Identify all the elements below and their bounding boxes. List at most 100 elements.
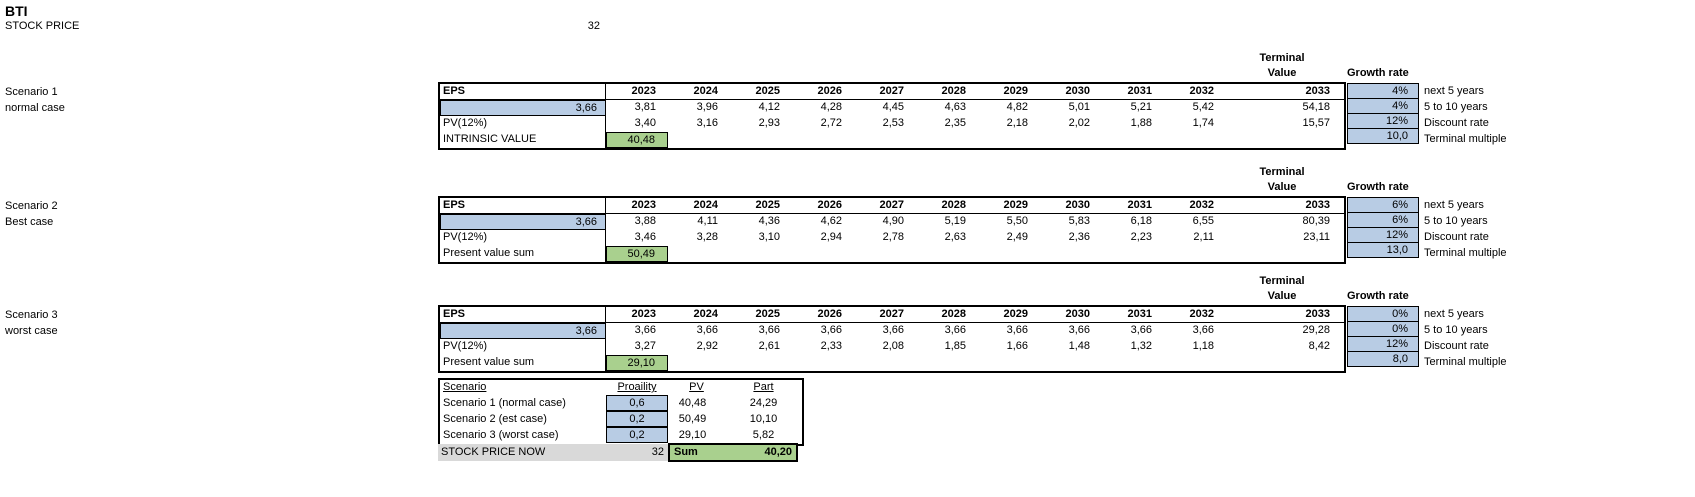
year-header-cell[interactable]: 2025 [755, 85, 780, 97]
year-header-cell[interactable]: 2029 [1003, 85, 1028, 97]
pv-value-cell[interactable]: 3,40 [634, 117, 656, 129]
pv-value-cell[interactable]: 2,92 [696, 340, 718, 352]
year-header-cell[interactable]: 2028 [941, 85, 966, 97]
year-header-cell[interactable]: 2031 [1127, 85, 1152, 97]
eps-value-cell[interactable]: 54,18 [1302, 101, 1330, 113]
eps-value-cell[interactable]: 4,63 [944, 101, 966, 113]
sum-value-cell[interactable]: 40,20 [764, 446, 792, 458]
base-eps-cell[interactable]: 3,66 [440, 323, 606, 339]
probability-cell[interactable]: 0,2 [606, 411, 668, 427]
year-header-cell[interactable]: 2025 [755, 308, 780, 320]
summary-header-part[interactable]: Part [753, 381, 774, 393]
year-header-cell[interactable]: 2029 [1003, 199, 1028, 211]
year-header-cell[interactable]: 2023 [631, 85, 656, 97]
year-header-cell[interactable]: 2031 [1127, 199, 1152, 211]
year-header-cell[interactable]: 2032 [1189, 199, 1214, 211]
growth-param-cell[interactable]: 6% [1347, 197, 1419, 213]
year-header-cell[interactable]: 2032 [1189, 85, 1214, 97]
pv-value-cell[interactable]: 2,49 [1006, 231, 1028, 243]
eps-value-cell[interactable]: 3,66 [1006, 324, 1028, 336]
pv-value-cell[interactable]: 2,53 [882, 117, 904, 129]
pv-value-cell[interactable]: 1,66 [1006, 340, 1028, 352]
eps-value-cell[interactable]: 4,11 [697, 215, 718, 227]
eps-value-cell[interactable]: 3,66 [1130, 324, 1152, 336]
eps-value-cell[interactable]: 3,66 [1192, 324, 1214, 336]
pv-value-cell[interactable]: 2,33 [820, 340, 842, 352]
pv-value-cell[interactable]: 2,35 [944, 117, 966, 129]
pv-value-cell[interactable]: 3,28 [696, 231, 718, 243]
summary-row-label[interactable]: Scenario 2 (est case) [443, 413, 547, 425]
growth-param-cell[interactable]: 12% [1347, 227, 1419, 243]
sum-label-cell[interactable]: Sum [674, 446, 698, 458]
pv-cell[interactable]: 40,48 [678, 397, 707, 409]
year-header-cell[interactable]: 2031 [1127, 308, 1152, 320]
eps-value-cell[interactable]: 4,36 [758, 215, 780, 227]
pv-value-cell[interactable]: 1,88 [1130, 117, 1152, 129]
eps-value-cell[interactable]: 4,45 [882, 101, 904, 113]
probability-cell[interactable]: 0,2 [606, 427, 668, 443]
year-header-cell[interactable]: 2029 [1003, 308, 1028, 320]
eps-header-cell[interactable]: EPS [440, 307, 606, 322]
pv-value-cell[interactable]: 3,46 [634, 231, 656, 243]
pv-value-cell[interactable]: 1,74 [1192, 117, 1214, 129]
eps-value-cell[interactable]: 3,81 [634, 101, 656, 113]
pv-value-cell[interactable]: 2,08 [882, 340, 904, 352]
eps-header-cell[interactable]: EPS [440, 84, 606, 99]
pv-value-cell[interactable]: 23,11 [1303, 231, 1330, 243]
eps-value-cell[interactable]: 5,19 [944, 215, 966, 227]
year-header-cell[interactable]: 2033 [1305, 308, 1330, 320]
base-eps-cell[interactable]: 3,66 [440, 214, 606, 230]
year-header-cell[interactable]: 2024 [693, 308, 718, 320]
year-header-cell[interactable]: 2030 [1065, 85, 1090, 97]
eps-value-cell[interactable]: 3,66 [944, 324, 966, 336]
year-header-cell[interactable]: 2024 [693, 199, 718, 211]
result-label-cell[interactable]: Present value sum [440, 355, 606, 371]
eps-value-cell[interactable]: 4,82 [1006, 101, 1028, 113]
pv-value-cell[interactable]: 2,23 [1130, 231, 1152, 243]
pv-value-cell[interactable]: 1,32 [1130, 340, 1152, 352]
pv-label-cell[interactable]: PV(12%) [440, 230, 606, 246]
summary-row-label[interactable]: Scenario 3 (worst case) [443, 429, 559, 441]
summary-row-label[interactable]: Scenario 1 (normal case) [443, 397, 566, 409]
year-header-cell[interactable]: 2033 [1305, 85, 1330, 97]
eps-value-cell[interactable]: 5,83 [1068, 215, 1090, 227]
eps-value-cell[interactable]: 3,66 [696, 324, 718, 336]
year-header-cell[interactable]: 2028 [941, 308, 966, 320]
growth-param-cell[interactable]: 13,0 [1347, 242, 1419, 258]
eps-value-cell[interactable]: 6,55 [1192, 215, 1214, 227]
growth-param-cell[interactable]: 0% [1347, 306, 1419, 322]
growth-param-cell[interactable]: 10,0 [1347, 128, 1419, 144]
pv-value-cell[interactable]: 2,36 [1068, 231, 1090, 243]
result-value-cell[interactable]: 50,49 [606, 246, 668, 262]
probability-cell[interactable]: 0,6 [606, 395, 668, 411]
part-cell[interactable]: 10,10 [749, 413, 778, 425]
growth-param-cell[interactable]: 6% [1347, 212, 1419, 228]
eps-value-cell[interactable]: 6,18 [1130, 215, 1152, 227]
pv-value-cell[interactable]: 2,94 [820, 231, 842, 243]
eps-value-cell[interactable]: 4,62 [820, 215, 842, 227]
eps-value-cell[interactable]: 5,01 [1068, 101, 1090, 113]
stock-price-value-cell[interactable]: 32 [587, 20, 600, 32]
pv-value-cell[interactable]: 2,11 [1193, 231, 1214, 243]
eps-value-cell[interactable]: 3,88 [634, 215, 656, 227]
pv-cell[interactable]: 29,10 [678, 429, 707, 441]
year-header-cell[interactable]: 2025 [755, 199, 780, 211]
year-header-cell[interactable]: 2032 [1189, 308, 1214, 320]
year-header-cell[interactable]: 2028 [941, 199, 966, 211]
result-label-cell[interactable]: Present value sum [440, 246, 606, 262]
eps-value-cell[interactable]: 3,66 [882, 324, 904, 336]
pv-value-cell[interactable]: 8,42 [1308, 340, 1330, 352]
year-header-cell[interactable]: 2023 [631, 308, 656, 320]
pv-value-cell[interactable]: 2,02 [1068, 117, 1090, 129]
eps-value-cell[interactable]: 4,90 [882, 215, 904, 227]
year-header-cell[interactable]: 2023 [631, 199, 656, 211]
eps-value-cell[interactable]: 29,28 [1302, 324, 1330, 336]
result-label-cell[interactable]: INTRINSIC VALUE [440, 132, 606, 148]
growth-param-cell[interactable]: 0% [1347, 321, 1419, 337]
pv-value-cell[interactable]: 1,85 [944, 340, 966, 352]
pv-value-cell[interactable]: 3,10 [758, 231, 780, 243]
pv-value-cell[interactable]: 2,61 [758, 340, 780, 352]
pv-label-cell[interactable]: PV(12%) [440, 339, 606, 355]
summary-header-probability[interactable]: Proaility [617, 381, 657, 393]
pv-label-cell[interactable]: PV(12%) [440, 116, 606, 132]
